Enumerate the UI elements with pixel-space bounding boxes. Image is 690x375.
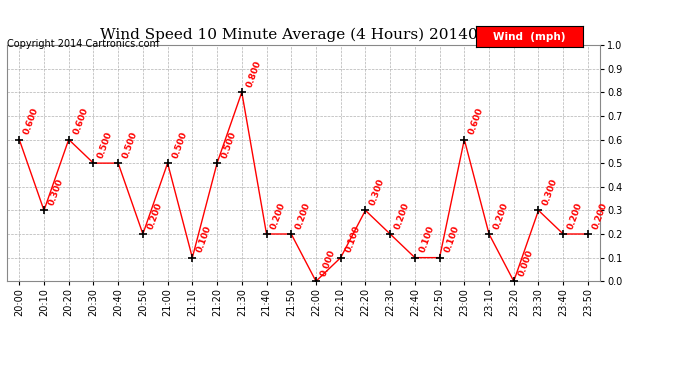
Text: 0.200: 0.200 xyxy=(146,201,164,231)
Text: 0.800: 0.800 xyxy=(245,59,263,89)
Text: 0.300: 0.300 xyxy=(47,177,65,207)
Text: 0.600: 0.600 xyxy=(72,106,90,136)
Text: 0.300: 0.300 xyxy=(542,177,560,207)
Text: 0.600: 0.600 xyxy=(467,106,485,136)
Text: 0.000: 0.000 xyxy=(319,248,337,278)
Text: 0.300: 0.300 xyxy=(368,177,386,207)
Text: 0.100: 0.100 xyxy=(344,225,362,254)
Text: 0.200: 0.200 xyxy=(294,201,313,231)
Text: 0.100: 0.100 xyxy=(195,225,213,254)
Title: Wind Speed 10 Minute Average (4 Hours) 20140122: Wind Speed 10 Minute Average (4 Hours) 2… xyxy=(100,28,507,42)
Text: 0.500: 0.500 xyxy=(220,130,238,160)
Text: 0.200: 0.200 xyxy=(393,201,411,231)
Text: 0.200: 0.200 xyxy=(591,201,609,231)
Text: 0.500: 0.500 xyxy=(97,130,115,160)
Text: 0.500: 0.500 xyxy=(121,130,139,160)
Text: 0.500: 0.500 xyxy=(170,130,188,160)
Text: 0.100: 0.100 xyxy=(442,225,461,254)
Text: 0.200: 0.200 xyxy=(492,201,510,231)
Text: Wind  (mph): Wind (mph) xyxy=(493,32,566,42)
Text: 0.100: 0.100 xyxy=(418,225,436,254)
Text: 0.000: 0.000 xyxy=(517,248,535,278)
Text: 0.200: 0.200 xyxy=(270,201,288,231)
Text: 0.200: 0.200 xyxy=(566,201,584,231)
Text: Copyright 2014 Cartronics.com: Copyright 2014 Cartronics.com xyxy=(7,39,159,50)
Text: 0.600: 0.600 xyxy=(22,106,40,136)
